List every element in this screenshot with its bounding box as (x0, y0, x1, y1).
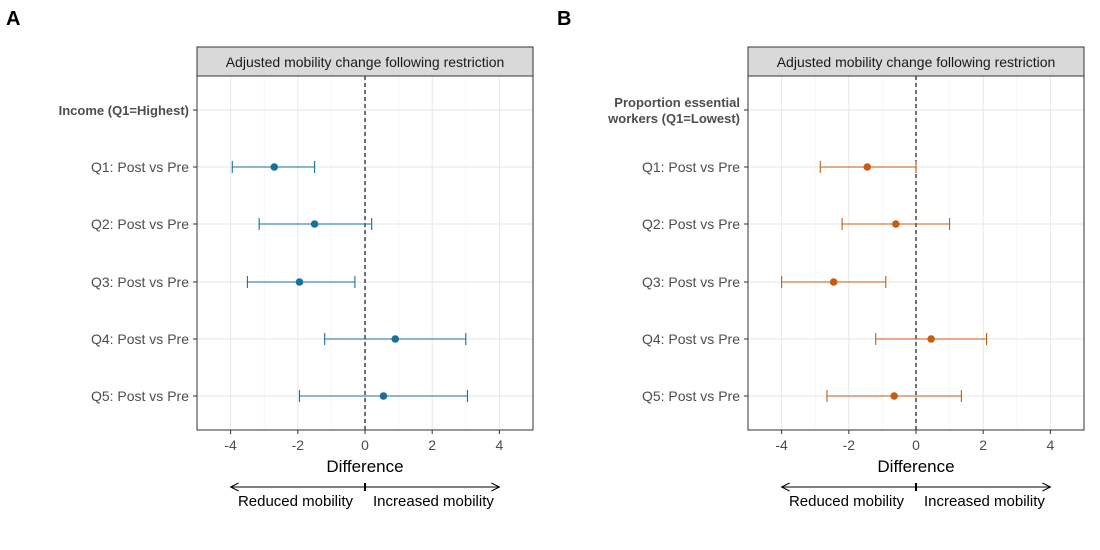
estimate-point (890, 392, 898, 400)
reduced-mobility-label: Reduced mobility (789, 493, 905, 510)
group-header-line: Income (Q1=Highest) (59, 103, 189, 118)
estimate-point (863, 163, 872, 171)
estimate-point (310, 220, 319, 228)
estimate-point (892, 220, 900, 228)
estimate-point (829, 278, 838, 286)
category-label: Q4: Post vs Pre (642, 331, 740, 347)
left-arrowhead (229, 482, 239, 492)
reduced-mobility-label: Reduced mobility (238, 493, 354, 510)
panel-letter: B (557, 8, 571, 30)
strip-background (747, 46, 1085, 77)
x-tick-label: 4 (1047, 437, 1055, 453)
category-label: Q5: Post vs Pre (642, 388, 740, 404)
x-tick-label: -4 (775, 437, 788, 453)
forest-panel-b: B Adjusted mobility change following rest… (557, 8, 1085, 510)
x-tick-label: 0 (912, 437, 920, 453)
x-tick-label: -2 (843, 437, 856, 453)
estimate-point (295, 278, 304, 286)
estimate-point (270, 163, 279, 171)
group-header-label: Proportion essential workers (Q1=Lowest) (607, 95, 740, 126)
x-axis-title: Difference (877, 457, 954, 476)
estimate-point (927, 335, 935, 343)
x-tick-label: 4 (496, 437, 504, 453)
category-label: Q2: Post vs Pre (91, 216, 189, 232)
x-tick-label: 2 (979, 437, 987, 453)
category-label: Q2: Post vs Pre (642, 216, 740, 232)
category-label: Q3: Post vs Pre (91, 274, 189, 290)
panel-letter: A (6, 8, 20, 30)
category-label: Q4: Post vs Pre (91, 331, 189, 347)
category-label: Q3: Post vs Pre (642, 274, 740, 290)
strip-title: Adjusted mobility change following restr… (777, 54, 1056, 70)
right-arrowhead (1042, 482, 1052, 492)
category-label: Q1: Post vs Pre (91, 159, 189, 175)
category-label: Q1: Post vs Pre (642, 159, 740, 175)
category-label: Q5: Post vs Pre (91, 388, 189, 404)
group-header-label: Income (Q1=Highest) (59, 103, 189, 118)
estimate-point (391, 335, 400, 343)
left-arrowhead (780, 482, 790, 492)
x-tick-label: -4 (224, 437, 237, 453)
group-header-line: workers (Q1=Lowest) (607, 111, 740, 126)
group-header-line: Proportion essential (614, 95, 740, 110)
x-tick-label: -2 (292, 437, 305, 453)
strip-title: Adjusted mobility change following restr… (226, 54, 505, 70)
forest-panel-a: A Adjusted mobility change following rest… (6, 8, 534, 510)
increased-mobility-label: Increased mobility (373, 493, 494, 510)
right-arrowhead (491, 482, 501, 492)
x-tick-label: 0 (361, 437, 369, 453)
strip-background (196, 46, 534, 77)
increased-mobility-label: Increased mobility (924, 493, 1045, 510)
x-axis-title: Difference (326, 457, 403, 476)
estimate-point (379, 392, 388, 400)
x-tick-label: 2 (428, 437, 436, 453)
